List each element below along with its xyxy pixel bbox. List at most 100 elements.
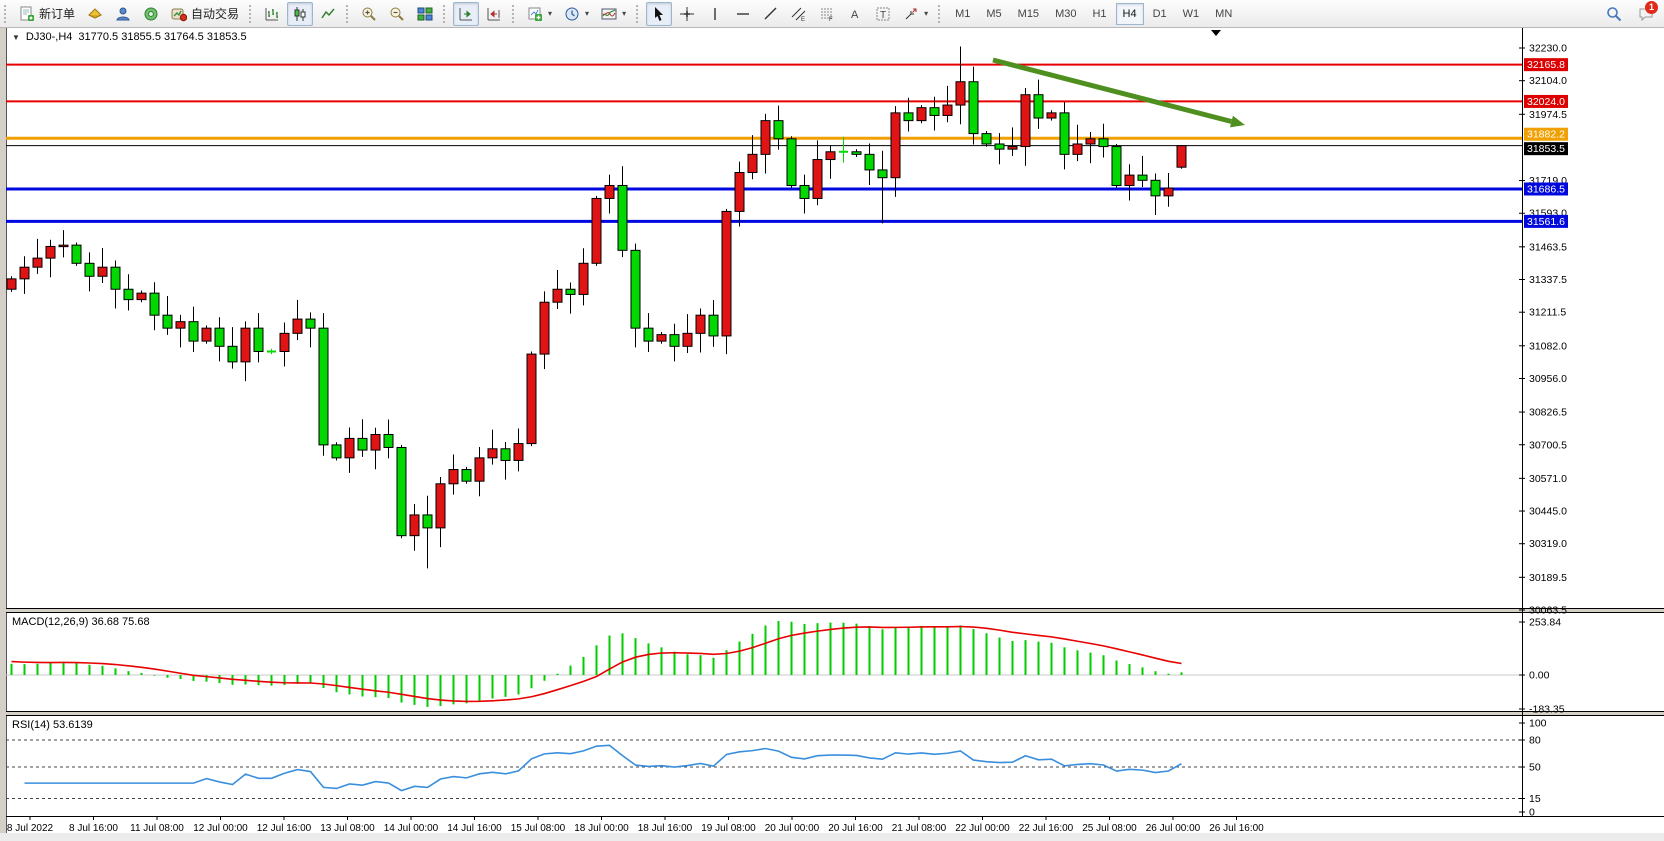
candle-bear (1098, 138, 1109, 148)
candle-bull (6, 278, 17, 290)
timeframe-button-m5[interactable]: M5 (986, 7, 1002, 20)
price-tick-label: 30700.5 (1529, 439, 1567, 451)
cursor-tool-button[interactable] (646, 1, 673, 26)
timeframe-button-d1[interactable]: D1 (1152, 7, 1167, 20)
new-order-button[interactable]: 新订单 (14, 2, 80, 26)
timeframe-button-m1[interactable]: M1 (955, 7, 971, 20)
auto-scroll-button[interactable] (453, 1, 480, 26)
toolbar-grip[interactable] (636, 4, 641, 23)
toolbar-grip[interactable] (4, 4, 9, 23)
candle-bull (279, 332, 290, 352)
rsi-panel-divider[interactable] (6, 712, 1664, 715)
price-badge-support-2 (1524, 214, 1568, 228)
notification-count-badge: 1 (1645, 0, 1658, 14)
caret-down-icon: ▾ (924, 9, 929, 18)
candle-bull (370, 434, 381, 451)
candle-bull (32, 257, 43, 268)
candle-bear (617, 184, 628, 251)
price-tick-label: 31974.5 (1529, 109, 1567, 121)
channel-tool-button[interactable]: E (786, 2, 812, 26)
line-chart-button[interactable] (315, 2, 341, 26)
candle-bear (773, 120, 784, 140)
crosshair-tool-button[interactable] (674, 2, 700, 26)
signals-button[interactable] (138, 2, 164, 26)
candle-bull (240, 327, 251, 363)
candle-bull (58, 244, 69, 248)
new-order-label: 新订单 (39, 7, 76, 21)
time-label: 8 Jul 16:00 (69, 823, 118, 834)
candle-bull (1020, 94, 1031, 148)
candle-bull (175, 321, 186, 329)
candlestick-chart-button[interactable] (287, 1, 314, 26)
time-label: 18 Jul 00:00 (574, 823, 629, 834)
candle-bull (747, 153, 758, 174)
macd-panel-divider[interactable] (6, 609, 1664, 612)
vertical-line-tool-button[interactable] (702, 2, 728, 26)
autotrading-button[interactable]: 自动交易 (166, 2, 244, 26)
zoom-out-button[interactable] (384, 2, 410, 26)
time-label: 22 Jul 00:00 (955, 823, 1010, 834)
trend-arrow-head[interactable] (1229, 115, 1245, 128)
trend-arrow-line[interactable] (992, 57, 1233, 124)
price-tick-label: 32230.0 (1529, 43, 1567, 55)
new-chart-dropdown[interactable]: ▾ (522, 2, 557, 26)
price-tick-label: 30319.0 (1529, 538, 1567, 550)
chart-ohlc-values: 31770.5 31855.5 31764.5 31853.5 (78, 31, 247, 43)
tile-windows-button[interactable] (412, 2, 438, 26)
zoom-in-button[interactable] (356, 2, 382, 26)
trendline-tool-button[interactable] (758, 2, 784, 26)
toolbar-grip[interactable] (443, 4, 448, 23)
candle-bear (422, 514, 433, 529)
time-label: 12 Jul 00:00 (193, 823, 248, 834)
rsi-line (24, 744, 1182, 792)
candle-bull (1176, 145, 1187, 168)
arrows-dropdown[interactable]: ▾ (898, 2, 933, 26)
notifications-button[interactable]: 1 (1638, 0, 1658, 22)
candle-bull (513, 443, 524, 461)
candle-bull (19, 266, 30, 280)
timeframe-button-h1[interactable]: H1 (1092, 7, 1107, 20)
candle-bear (214, 327, 225, 347)
time-label: 21 Jul 08:00 (892, 823, 947, 834)
candle-bear (227, 345, 238, 363)
rsi-tick-label: 0 (1529, 807, 1535, 819)
candle-bear (903, 112, 914, 122)
community-button[interactable] (110, 2, 136, 26)
price-badge-support-1-text: 31686.5 (1527, 183, 1565, 195)
metaeditor-button[interactable] (82, 2, 108, 26)
timeframe-button-h4[interactable]: H4 (1115, 2, 1144, 25)
autotrading-icon (171, 8, 188, 21)
toolbar-grip[interactable] (938, 4, 943, 23)
macd-tick-label: -183.35 (1529, 704, 1565, 716)
price-badge-resistance-1-text: 32165.8 (1527, 59, 1565, 71)
line-chart-icon (321, 8, 335, 18)
timeframe-button-m30[interactable]: M30 (1055, 7, 1077, 20)
timeframe-button-mn[interactable]: MN (1215, 7, 1233, 20)
rsi-tick-label: 80 (1529, 735, 1541, 747)
rsi-label: RSI(14) 53.6139 (12, 719, 93, 731)
indicators-dropdown[interactable]: ▾ (596, 2, 631, 26)
text-tool-button[interactable]: A (842, 2, 868, 26)
horizontal-line-tool-button[interactable] (730, 2, 756, 26)
fibonacci-tool-button[interactable]: F (814, 2, 840, 26)
toolbar-grip[interactable] (346, 4, 351, 23)
svg-text:F: F (829, 17, 833, 22)
macd-label: MACD(12,26,9) 36.68 75.68 (12, 616, 150, 628)
candle-bull (604, 184, 615, 199)
toolbar-grip[interactable] (512, 4, 517, 23)
period-dropdown[interactable]: ▾ (559, 2, 594, 26)
bar-chart-button[interactable] (259, 2, 285, 26)
toolbar-grip[interactable] (249, 4, 254, 23)
timeframe-button-m15[interactable]: M15 (1017, 7, 1040, 20)
search-button[interactable] (1601, 2, 1627, 26)
time-label: 20 Jul 16:00 (828, 823, 883, 834)
tile-windows-icon (417, 7, 433, 20)
chart-shift-button[interactable] (481, 2, 507, 26)
timeframe-button-w1[interactable]: W1 (1182, 7, 1200, 20)
time-label: 25 Jul 08:00 (1082, 823, 1137, 834)
status-strip (0, 833, 1664, 841)
collapse-arrow-icon[interactable]: ▼ (12, 32, 20, 42)
candle-bull (539, 301, 550, 355)
label-tool-button[interactable]: T (870, 2, 896, 26)
